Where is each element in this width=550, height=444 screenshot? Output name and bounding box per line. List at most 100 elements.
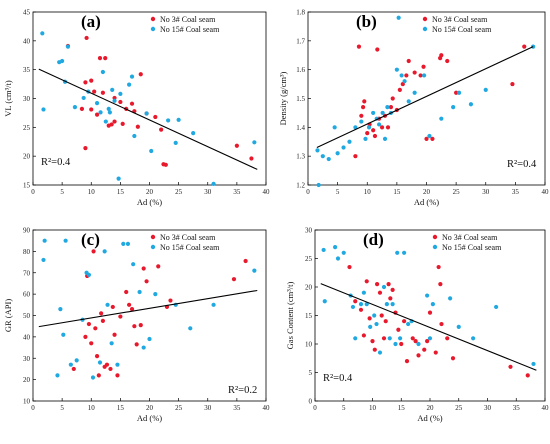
- point-no3-seam: [427, 310, 433, 315]
- point-no15-seam: [176, 117, 181, 122]
- point-no3-seam: [89, 341, 94, 346]
- legend-marker: [422, 26, 428, 32]
- y-tick-label: 10: [305, 341, 313, 349]
- point-no15-seam: [90, 375, 96, 380]
- point-no3-seam: [413, 339, 418, 344]
- r-squared-label: R²=0.4: [323, 373, 353, 384]
- point-no3-seam: [439, 53, 444, 58]
- point-no15-seam: [430, 302, 435, 307]
- point-no15-seam: [427, 336, 433, 341]
- point-no3-seam: [134, 342, 139, 347]
- point-no3-seam: [129, 306, 135, 312]
- point-no3-seam: [365, 131, 370, 136]
- y-tick-label: 40: [23, 333, 31, 341]
- point-no15-seam: [456, 90, 462, 95]
- point-no3-seam: [510, 81, 515, 87]
- point-no3-seam: [112, 119, 117, 124]
- point-no15-seam: [55, 373, 60, 378]
- point-no3-seam: [159, 127, 164, 132]
- point-no3-seam: [383, 319, 388, 324]
- point-no15-seam: [341, 250, 346, 255]
- point-no3-seam: [390, 96, 395, 101]
- x-axis-label: Ad (%): [137, 413, 162, 423]
- point-no3-seam: [163, 162, 168, 167]
- point-no3-seam: [109, 122, 114, 127]
- x-axis-label: Ad (%): [414, 197, 439, 207]
- y-tick-label: 50: [23, 312, 31, 320]
- point-no15-seam: [41, 107, 46, 112]
- point-no15-seam: [377, 350, 383, 355]
- point-no3-seam: [425, 339, 430, 344]
- point-no15-seam: [427, 133, 432, 139]
- point-no3-seam: [525, 373, 530, 378]
- point-no15-seam: [372, 313, 377, 318]
- point-no15-seam: [451, 105, 456, 110]
- x-tick-label: 0: [31, 404, 35, 412]
- point-no15-seam: [387, 336, 392, 341]
- point-no15-seam: [353, 125, 358, 130]
- panel-letter: (b): [356, 12, 377, 31]
- point-no15-seam: [483, 87, 488, 92]
- y-tick-label: 20: [305, 284, 313, 292]
- point-no15-seam: [97, 360, 103, 365]
- point-no15-seam: [382, 136, 388, 141]
- point-no3-seam: [94, 112, 100, 117]
- x-tick-label: 0: [31, 188, 35, 196]
- point-no3-seam: [362, 99, 367, 104]
- x-tick-label: 10: [88, 188, 96, 196]
- x-tick-label: 30: [204, 404, 212, 412]
- y-tick-label: 5: [309, 369, 313, 377]
- point-no3-seam: [103, 56, 108, 61]
- x-tick-label: 40: [542, 188, 550, 196]
- trendline: [316, 46, 534, 149]
- point-no3-seam: [372, 133, 378, 139]
- point-no15-seam: [252, 140, 257, 145]
- legend-entry: No 3# Coal seam: [442, 233, 498, 242]
- x-tick-label: 40: [263, 188, 271, 196]
- y-tick-label: 25: [23, 124, 31, 132]
- point-no15-seam: [321, 247, 326, 253]
- y-tick-label: 15: [23, 182, 31, 190]
- point-no15-seam: [65, 44, 71, 49]
- point-no15-seam: [358, 302, 364, 307]
- point-no3-seam: [371, 128, 376, 133]
- x-tick-label: 25: [175, 188, 183, 196]
- x-tick-label: 0: [306, 188, 310, 196]
- point-no15-seam: [144, 111, 149, 116]
- panel-letter: (d): [363, 230, 384, 249]
- point-no3-seam: [424, 136, 429, 141]
- point-no15-seam: [58, 306, 63, 312]
- point-no3-seam: [406, 58, 411, 64]
- point-no3-seam: [347, 264, 352, 270]
- point-no15-seam: [402, 79, 407, 84]
- y-tick-label: 90: [23, 227, 31, 235]
- point-no15-seam: [448, 296, 453, 301]
- y-tick-label: 20: [23, 153, 31, 161]
- point-no3-seam: [231, 277, 237, 282]
- point-no3-seam: [124, 289, 129, 295]
- point-no3-seam: [112, 332, 117, 337]
- x-axis-label: Ad (%): [417, 413, 442, 423]
- point-no3-seam: [89, 78, 94, 83]
- point-no3-seam: [445, 336, 450, 341]
- point-no15-seam: [60, 58, 65, 64]
- trendline: [320, 283, 537, 371]
- x-tick-label: 15: [117, 404, 125, 412]
- point-no15-seam: [381, 284, 387, 290]
- point-no3-seam: [92, 89, 97, 94]
- y-axis-label: VL (cm³/t): [3, 80, 13, 117]
- point-no15-seam: [112, 98, 117, 103]
- point-no3-seam: [89, 107, 94, 112]
- point-no3-seam: [390, 287, 395, 292]
- point-no15-seam: [332, 125, 337, 130]
- x-tick-label: 30: [204, 188, 212, 196]
- point-no3-seam: [153, 114, 158, 120]
- point-no15-seam: [406, 99, 411, 104]
- x-tick-label: 5: [60, 188, 64, 196]
- point-no15-seam: [395, 250, 400, 255]
- x-tick-label: 30: [482, 188, 490, 196]
- point-no3-seam: [132, 324, 137, 329]
- y-tick-label: 1.2: [296, 182, 305, 190]
- point-no15-seam: [42, 238, 47, 243]
- r-squared-label: R²=0.4: [507, 159, 537, 170]
